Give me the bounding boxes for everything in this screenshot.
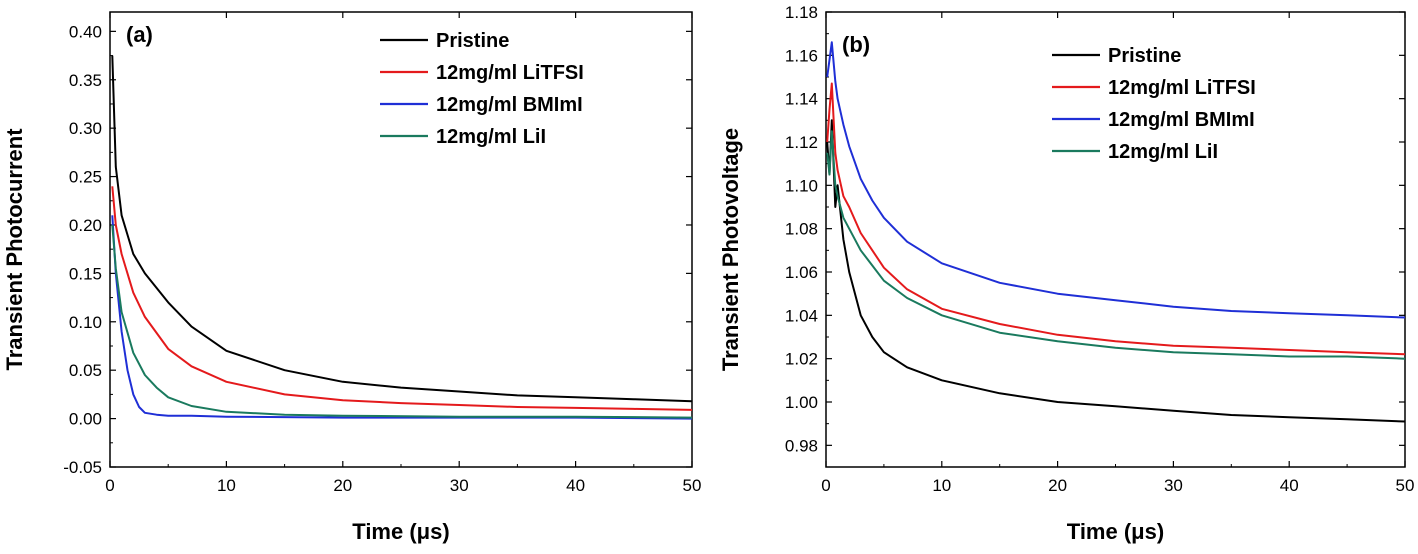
y-tick-label: 0.15 [69, 264, 102, 283]
y-tick-label: 1.08 [785, 220, 818, 239]
legend-label-4: 12mg/ml LiI [1108, 141, 1218, 163]
y-tick-label: 1.04 [785, 306, 818, 325]
x-tick-label: 20 [1048, 476, 1067, 495]
x-tick-label: 20 [333, 476, 352, 495]
legend-label-3: 12mg/ml BMImI [1108, 109, 1255, 131]
y-tick-label: 1.18 [785, 3, 818, 22]
legend-label-2: 12mg/ml LiTFSI [1108, 77, 1256, 99]
x-tick-label: 40 [1280, 476, 1299, 495]
x-tick-label: 30 [450, 476, 469, 495]
legend-label-4: 12mg/ml LiI [436, 126, 546, 148]
y-tick-label: 0.05 [69, 361, 102, 380]
y-axis-title: Transient Photovoltage [718, 128, 743, 371]
series-group [111, 55, 692, 420]
series-line-3 [111, 215, 692, 420]
y-tick-label: 1.16 [785, 46, 818, 65]
x-tick-label: 10 [217, 476, 236, 495]
legend: Pristine 12mg/ml LiTFSI 12mg/ml BMImI 12mg/… [380, 30, 584, 148]
legend-label-1: Pristine [436, 30, 509, 52]
y-tick-label: 0.30 [69, 119, 102, 138]
y-tick-label: 0.00 [69, 410, 102, 429]
x-tick-label: 10 [932, 476, 951, 495]
y-tick-label: 1.02 [785, 350, 818, 369]
x-tick-label: 0 [821, 476, 830, 495]
y-tick-label: 1.06 [785, 263, 818, 282]
y-tick-label: 0.98 [785, 436, 818, 455]
y-tick-label: 0.25 [69, 168, 102, 187]
legend-label-3: 12mg/ml BMImI [436, 94, 583, 116]
x-axis-title: Time (μs) [352, 519, 449, 544]
x-tick-label: 0 [105, 476, 114, 495]
series-line-4 [111, 224, 692, 419]
x-tick-label: 50 [683, 476, 702, 495]
series-line-1 [826, 119, 1405, 423]
series-line-1 [111, 55, 692, 403]
y-axis-title: Transient Photocurrent [2, 128, 27, 371]
legend-label-1: Pristine [1108, 45, 1181, 67]
y-tick-label: 0.20 [69, 216, 102, 235]
panel-label: (a) [126, 22, 153, 47]
y-tick-label: 1.00 [785, 393, 818, 412]
y-tick-label: 0.40 [69, 22, 102, 41]
legend-label-2: 12mg/ml LiTFSI [436, 62, 584, 84]
x-tick-label: 40 [566, 476, 585, 495]
y-tick-label: -0.05 [63, 458, 102, 477]
series-line-4 [826, 130, 1405, 360]
series-line-3 [826, 41, 1405, 319]
panel-label: (b) [842, 32, 870, 57]
x-tick-label: 30 [1164, 476, 1183, 495]
chart-panel-a: 0 10 20 30 40 50 -0.05 0.00 0.05 0.10 0.15 0.20 0.25… [2, 11, 702, 544]
x-tick-label: 50 [1396, 476, 1415, 495]
series-group [826, 41, 1405, 423]
legend: Pristine 12mg/ml LiTFSI 12mg/ml BMImI 12mg/… [1052, 45, 1256, 163]
y-tick-label: 0.35 [69, 71, 102, 90]
series-line-2 [826, 82, 1405, 356]
y-tick-label: 1.14 [785, 90, 818, 109]
y-tick-label: 0.10 [69, 313, 102, 332]
y-tick-label: 1.12 [785, 133, 818, 152]
chart-panel-b: 0 10 20 30 40 50 0.98 1.00 1.02 1.04 1.06 1.08 1.10 1… [718, 3, 1414, 544]
series-line-2 [111, 186, 692, 411]
x-axis-title: Time (μs) [1067, 519, 1164, 544]
y-tick-label: 1.10 [785, 176, 818, 195]
